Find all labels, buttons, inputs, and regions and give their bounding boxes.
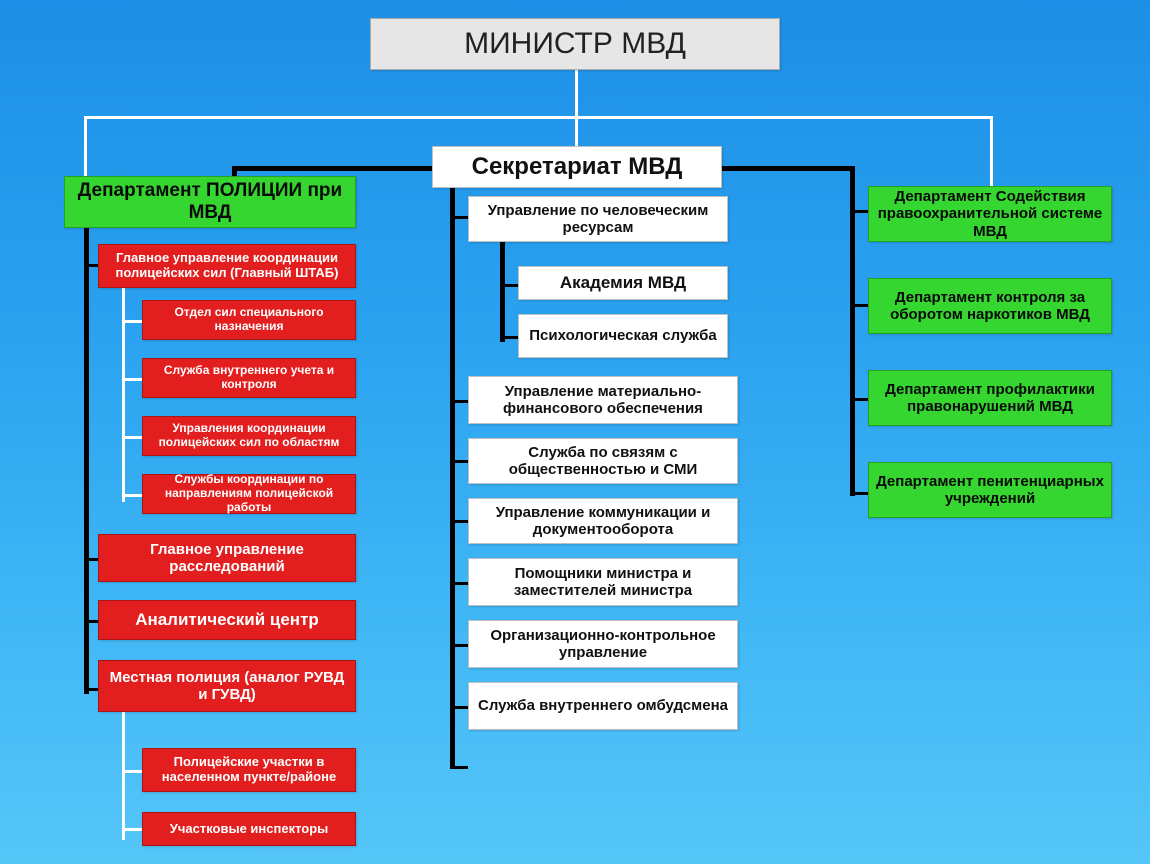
root-minister: МИНИСТР МВД: [370, 18, 780, 70]
police-sub: Служба внутреннего учета и контроля: [142, 358, 356, 398]
right-dept: Департамент контроля за оборотом наркоти…: [868, 278, 1112, 334]
police-main-label: Местная полиция (аналог РУВД и ГУВД): [105, 669, 349, 704]
police-main-label: Главное управление расследований: [105, 541, 349, 576]
sec-item: Служба внутреннего омбудсмена: [468, 682, 738, 730]
connector: [850, 304, 868, 307]
connector: [575, 70, 578, 118]
sec-item: Психологическая служба: [518, 314, 728, 358]
police-main-label: Аналитический центр: [135, 610, 319, 630]
connector: [122, 494, 142, 497]
right-dept-label: Департамент пенитенциарных учреждений: [875, 473, 1105, 508]
police-sub-label: Управления координации полицейских сил п…: [149, 422, 349, 450]
connector: [500, 242, 505, 342]
connector: [850, 492, 868, 495]
connector: [850, 398, 868, 401]
police-main-label: Главное управление координации полицейск…: [105, 251, 349, 281]
sec-item-label: Организационно-контрольное управление: [475, 627, 731, 662]
connector: [122, 378, 142, 381]
connector: [232, 166, 434, 171]
sec-item: Академия МВД: [518, 266, 728, 300]
police-sub: Управления координации полицейских сил п…: [142, 416, 356, 456]
connector: [450, 582, 468, 585]
police-header-label: Департамент ПОЛИЦИИ при МВД: [71, 180, 349, 224]
sec-item: Помощники министра и заместителей минист…: [468, 558, 738, 606]
police-main: Местная полиция (аналог РУВД и ГУВД): [98, 660, 356, 712]
connector: [84, 116, 992, 119]
sec-item: Управление материально-финансового обесп…: [468, 376, 738, 424]
police-tail-label: Участковые инспекторы: [170, 822, 329, 837]
police-tail: Участковые инспекторы: [142, 812, 356, 846]
connector: [122, 436, 142, 439]
connector: [84, 224, 89, 694]
connector: [450, 400, 468, 403]
connector: [450, 520, 468, 523]
right-dept: Департамент пенитенциарных учреждений: [868, 462, 1112, 518]
root-label: МИНИСТР МВД: [464, 27, 686, 62]
connector: [450, 706, 468, 709]
sec-item: Управление по человеческим ресурсам: [468, 196, 728, 242]
connector: [122, 828, 142, 831]
connector: [850, 210, 868, 213]
connector: [450, 186, 455, 766]
sec-item-label: Помощники министра и заместителей минист…: [475, 565, 731, 600]
connector: [122, 320, 142, 323]
connector: [850, 166, 855, 496]
connector: [500, 284, 518, 287]
sec-item-label: Служба по связям с общественностью и СМИ: [475, 444, 731, 479]
sec-item: Управление коммуникации и документооборо…: [468, 498, 738, 544]
connector: [450, 766, 468, 769]
secretariat-label: Секретариат МВД: [472, 153, 683, 181]
police-header: Департамент ПОЛИЦИИ при МВД: [64, 176, 356, 228]
right-dept-label: Департамент контроля за оборотом наркоти…: [875, 289, 1105, 324]
sec-item-label: Управление по человеческим ресурсам: [475, 202, 721, 237]
police-main: Аналитический центр: [98, 600, 356, 640]
sec-item-label: Управление коммуникации и документооборо…: [475, 504, 731, 539]
police-sub: Отдел сил специального назначения: [142, 300, 356, 340]
sec-item-label: Академия МВД: [560, 273, 686, 293]
connector: [122, 712, 125, 840]
connector: [720, 166, 854, 171]
police-main: Главное управление расследований: [98, 534, 356, 582]
sec-item: Служба по связям с общественностью и СМИ: [468, 438, 738, 484]
right-dept: Департамент профилактики правонарушений …: [868, 370, 1112, 426]
police-sub-label: Службы координации по направлениям полиц…: [149, 473, 349, 514]
connector: [500, 336, 518, 339]
connector: [122, 770, 142, 773]
connector: [450, 644, 468, 647]
police-tail: Полицейские участки в населенном пункте/…: [142, 748, 356, 792]
right-dept-label: Департамент Содействия правоохранительно…: [875, 188, 1105, 240]
sec-item: Организационно-контрольное управление: [468, 620, 738, 668]
police-sub-label: Служба внутреннего учета и контроля: [149, 364, 349, 392]
connector: [575, 116, 578, 148]
sec-item-label: Психологическая служба: [529, 327, 716, 344]
connector: [990, 116, 993, 186]
connector: [450, 460, 468, 463]
right-dept: Департамент Содействия правоохранительно…: [868, 186, 1112, 242]
right-dept-label: Департамент профилактики правонарушений …: [875, 381, 1105, 416]
police-tail-label: Полицейские участки в населенном пункте/…: [149, 755, 349, 785]
sec-item-label: Служба внутреннего омбудсмена: [478, 697, 728, 714]
police-sub: Службы координации по направлениям полиц…: [142, 474, 356, 514]
secretariat-header: Секретариат МВД: [432, 146, 722, 188]
police-main: Главное управление координации полицейск…: [98, 244, 356, 288]
connector: [450, 216, 468, 219]
sec-item-label: Управление материально-финансового обесп…: [475, 383, 731, 418]
police-sub-label: Отдел сил специального назначения: [149, 306, 349, 334]
